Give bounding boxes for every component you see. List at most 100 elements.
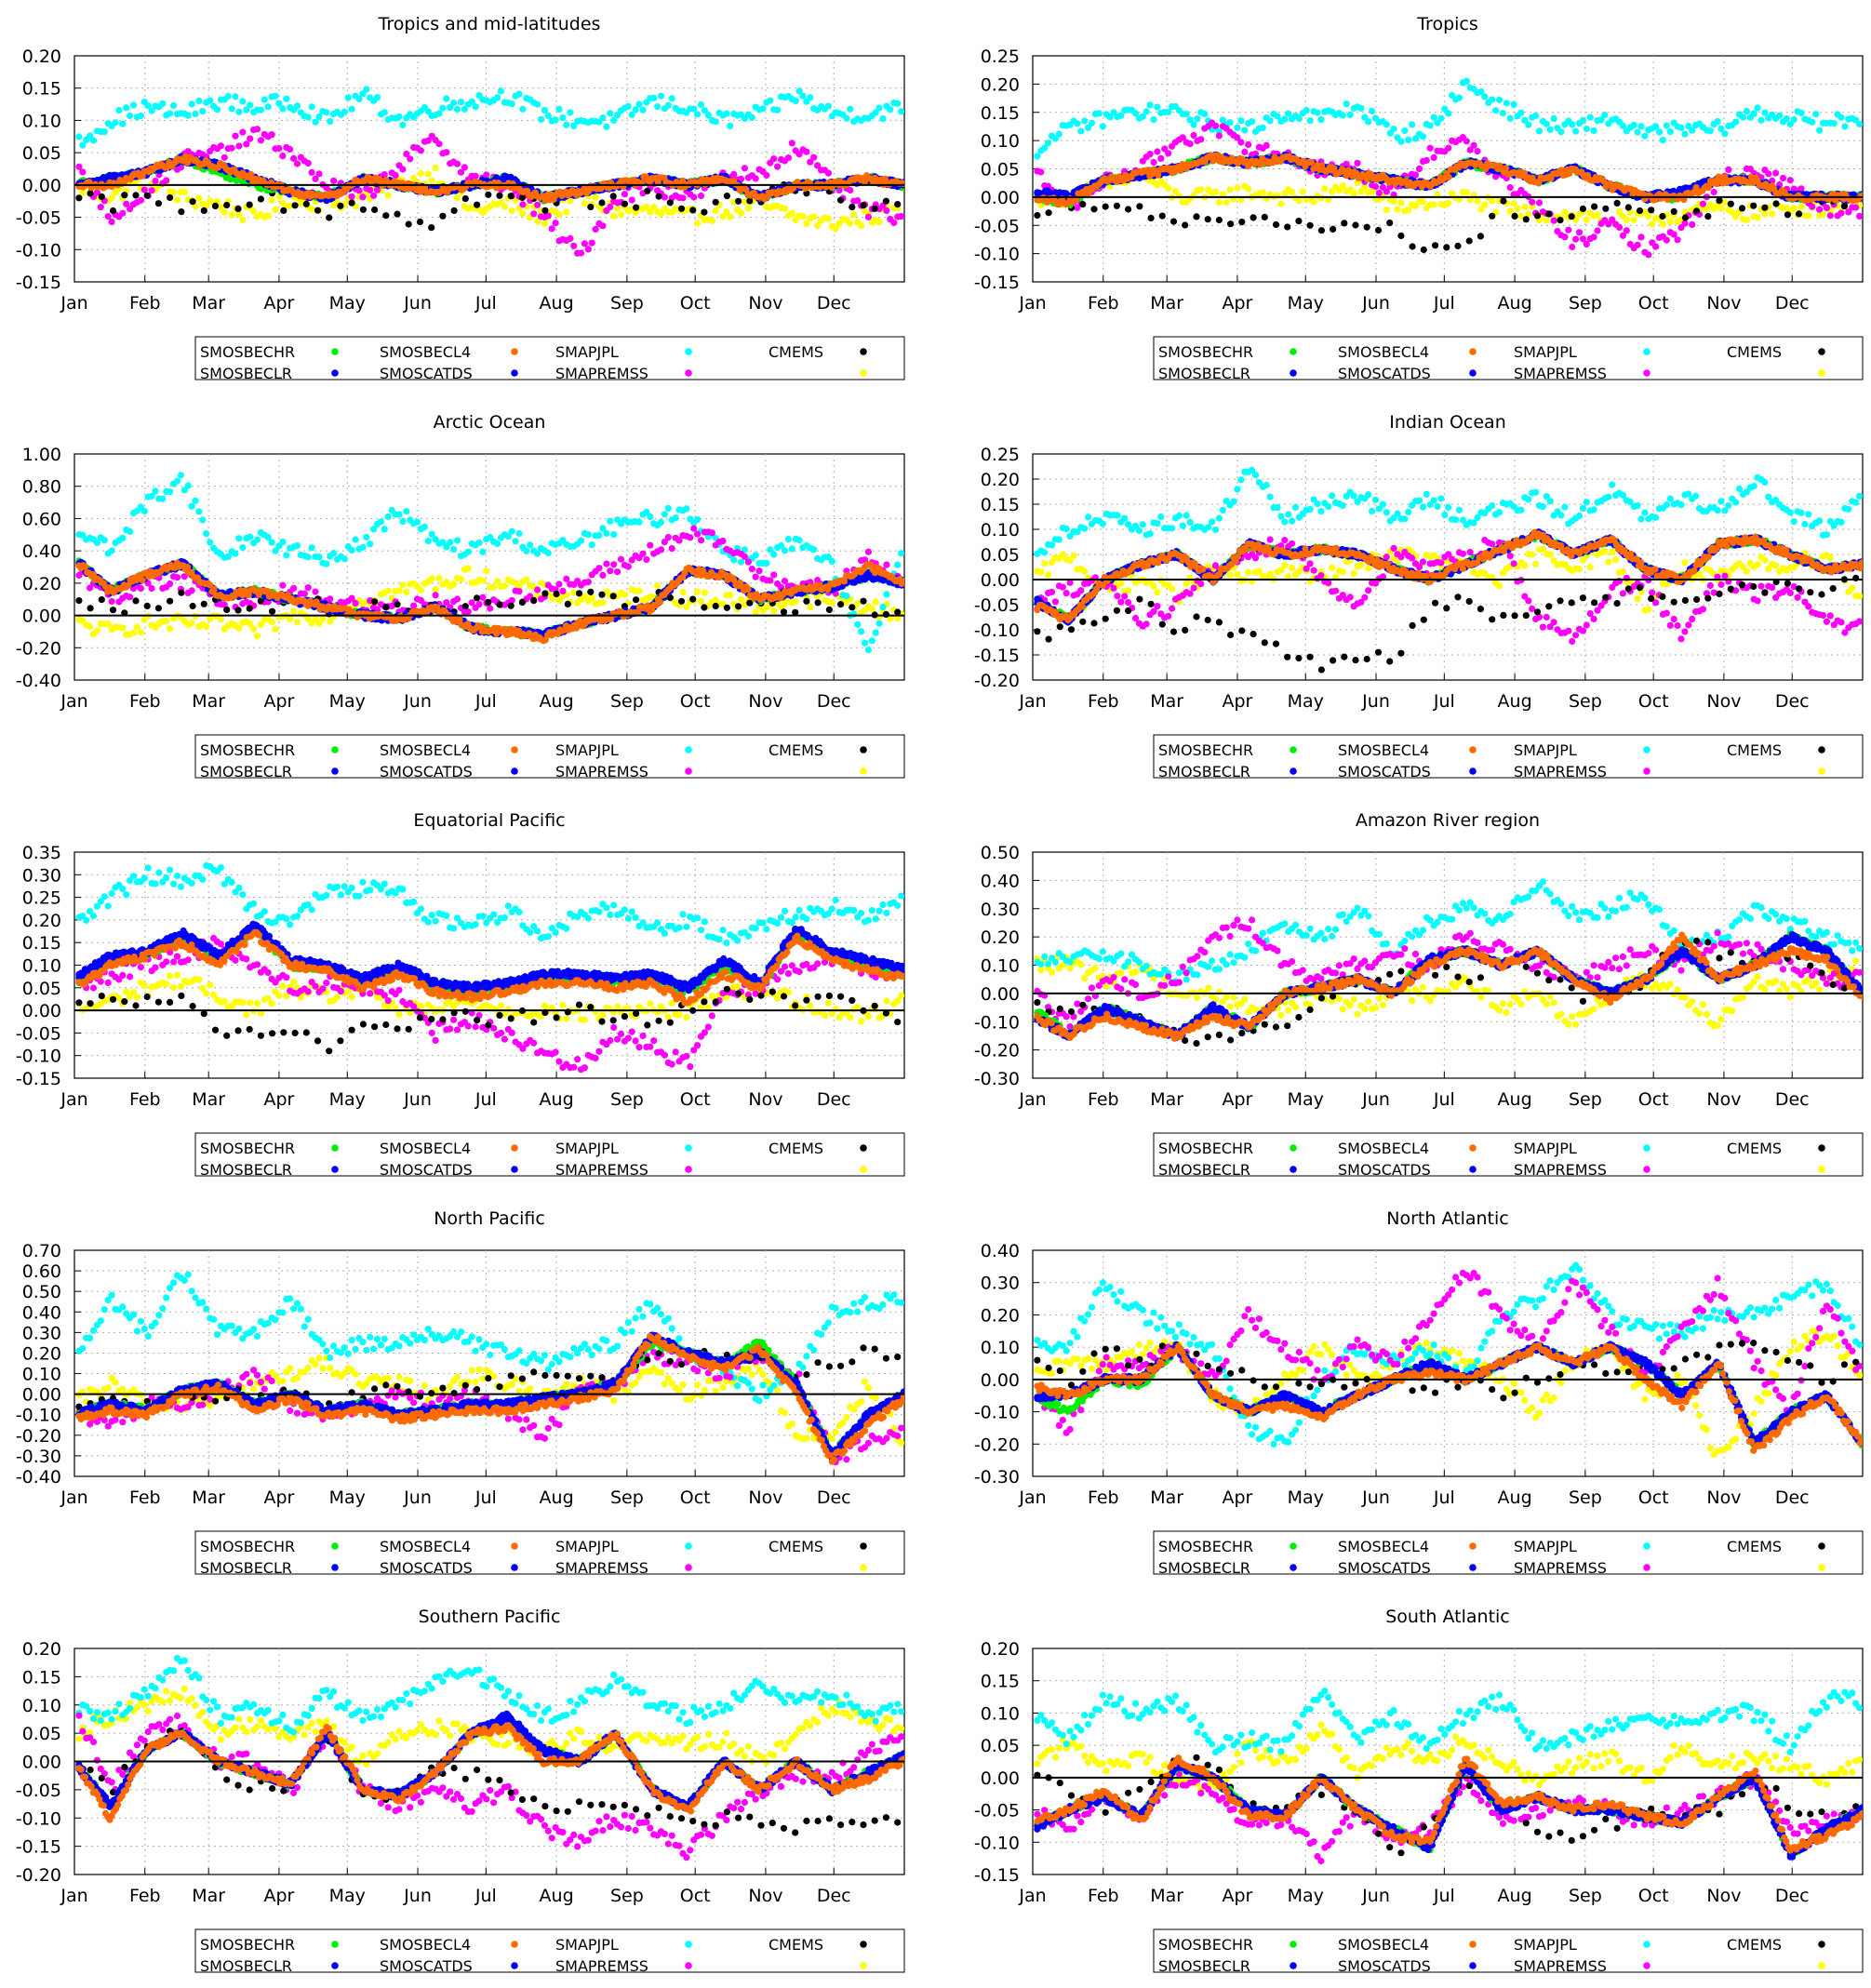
data-point — [1664, 122, 1670, 128]
data-point — [1364, 224, 1370, 231]
data-point — [1250, 214, 1257, 220]
data-point — [287, 146, 293, 153]
data-point — [138, 113, 144, 119]
data-point — [385, 193, 392, 199]
data-point — [1147, 151, 1154, 157]
data-point — [662, 193, 668, 200]
data-point — [1715, 118, 1721, 125]
data-point — [509, 207, 515, 214]
y-tick-label: 0.10 — [22, 111, 61, 131]
data-point — [94, 628, 100, 634]
x-tick-label: Apr — [264, 691, 295, 712]
data-point — [496, 193, 502, 199]
data-point — [1716, 197, 1722, 204]
data-point — [229, 105, 235, 112]
legend-marker — [1818, 348, 1825, 355]
data-point — [349, 106, 355, 113]
data-point — [155, 200, 162, 207]
data-point — [1624, 227, 1630, 233]
data-point — [1227, 220, 1234, 227]
data-point — [283, 96, 289, 102]
data-point — [782, 206, 788, 212]
data-point — [1212, 123, 1219, 129]
data-point — [371, 207, 378, 213]
data-point — [1474, 148, 1480, 154]
data-point — [381, 109, 388, 115]
data-point — [1667, 218, 1674, 224]
data-point — [1740, 114, 1746, 121]
data-point — [1594, 211, 1600, 218]
legend-label: SMOSCATDS — [380, 365, 473, 382]
data-point — [1616, 224, 1623, 231]
data-point — [1352, 221, 1358, 228]
data-point — [1423, 157, 1430, 164]
data-point — [1267, 117, 1274, 124]
data-point — [1773, 200, 1780, 207]
data-point — [330, 178, 337, 184]
data-point — [1557, 128, 1564, 135]
data-point — [234, 206, 241, 212]
data-point — [1386, 220, 1393, 226]
data-point — [713, 118, 719, 125]
data-point — [1295, 218, 1302, 224]
data-point — [1281, 116, 1288, 123]
x-tick-label: Sep — [1569, 293, 1602, 314]
data-point — [428, 224, 434, 231]
data-point — [793, 98, 799, 104]
data-point — [152, 178, 158, 184]
data-point — [519, 106, 526, 113]
x-tick-label: Dec — [817, 293, 851, 314]
data-point — [1183, 111, 1190, 117]
data-point — [1671, 208, 1677, 215]
data-point — [1445, 174, 1451, 180]
y-tick-label: -0.15 — [974, 273, 1020, 293]
data-point — [239, 129, 246, 136]
data-point — [745, 205, 752, 211]
data-point — [167, 194, 173, 201]
data-point — [1201, 111, 1208, 117]
data-point — [1645, 213, 1651, 220]
data-point — [753, 175, 759, 181]
data-point — [1372, 183, 1379, 190]
data-point — [1750, 203, 1757, 209]
data-point — [1489, 197, 1495, 204]
data-point — [629, 196, 635, 203]
data-point — [1471, 142, 1477, 149]
data-point — [235, 142, 242, 149]
y-tick-label: -0.05 — [974, 216, 1020, 236]
data-point — [144, 193, 151, 199]
data-point — [1077, 127, 1084, 134]
data-point — [1456, 95, 1463, 101]
data-point — [1421, 247, 1427, 253]
data-point — [876, 219, 883, 225]
data-point — [112, 119, 118, 126]
data-point — [1489, 213, 1495, 220]
data-point — [119, 210, 126, 217]
y-tick-label: -0.10 — [16, 240, 61, 260]
data-point — [1454, 243, 1461, 249]
data-point — [1787, 177, 1794, 183]
data-point — [1721, 130, 1728, 137]
y-tick-label: 0.15 — [22, 79, 61, 100]
legend-label: SMOSBECHR — [1158, 343, 1253, 361]
data-point — [1580, 117, 1586, 124]
data-point — [1307, 117, 1314, 124]
data-point — [349, 193, 355, 200]
data-point — [665, 102, 672, 109]
data-point — [1431, 154, 1437, 161]
data-point — [1569, 213, 1575, 220]
data-point — [1744, 217, 1750, 223]
data-point — [1401, 127, 1408, 134]
data-point — [1711, 189, 1717, 195]
data-point — [567, 109, 573, 115]
data-point — [1809, 204, 1815, 210]
data-point — [1569, 244, 1575, 250]
data-point — [690, 193, 697, 200]
data-point — [1761, 210, 1768, 217]
data-point — [530, 210, 537, 217]
data-point — [181, 189, 188, 195]
data-point — [633, 106, 639, 113]
data-point — [185, 113, 192, 119]
y-tick-label: 0.00 — [22, 176, 61, 196]
data-point — [355, 187, 362, 193]
